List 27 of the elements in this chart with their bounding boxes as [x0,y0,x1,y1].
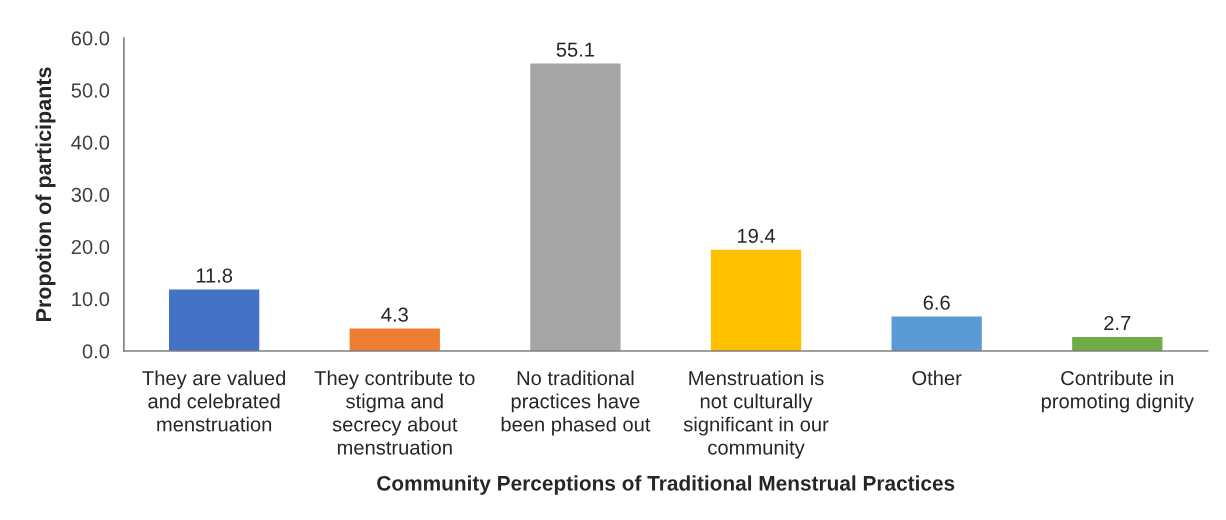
x-tick-label: They contribute to stigma and secrecy about menstruation [314,370,475,455]
bar [349,328,440,351]
data-label: 11.8 [196,268,233,283]
y-tick-label: 10.0 [72,292,110,307]
bar [1072,336,1163,351]
data-label: 6.6 [923,295,950,310]
y-tick-label: 60.0 [71,31,110,46]
bar [891,316,982,351]
bar [530,63,621,351]
bar [168,289,260,351]
y-tick-label: 0.0 [82,344,110,359]
bar [710,249,802,351]
y-tick-label: 30.0 [71,187,110,202]
x-tick-label: Other [912,370,962,386]
y-tick-label: 50.0 [71,83,110,98]
x-tick-label: They are valued and celebrated menstruation [142,370,286,432]
x-tick-label: Menstruation is not culturally significant in our community [683,370,829,459]
x-tick-label: Contribute in promoting dignity [1041,370,1194,413]
y-tick-label: 40.0 [71,135,110,150]
data-label: 19.4 [737,228,776,244]
x-tick-label: No traditional practices have been phased out [501,370,651,436]
data-label: 55.1 [556,42,595,57]
y-axis-title: Propotion of participants [35,67,56,321]
x-axis-title: Community Perceptions of Traditional Menstrual Practices [377,475,955,495]
data-label: 4.3 [381,307,408,322]
y-tick-label: 20.0 [71,239,110,255]
data-label: 2.7 [1104,315,1131,330]
